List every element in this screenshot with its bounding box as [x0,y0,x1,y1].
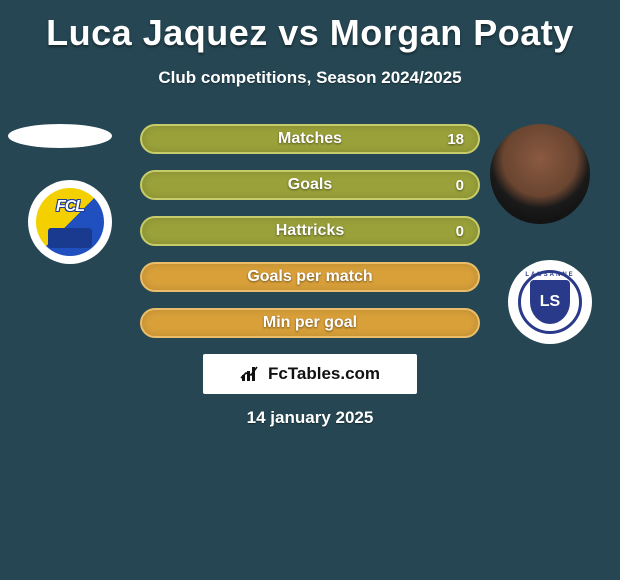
stat-label: Matches [278,130,342,148]
fcl-badge-icon: FCL [36,188,104,256]
watermark-box: FcTables.com [203,354,417,394]
stat-label: Min per goal [263,314,357,332]
stat-value-right: 0 [456,177,464,194]
page-subtitle: Club competitions, Season 2024/2025 [0,68,620,88]
watermark-text: FcTables.com [268,364,380,384]
stat-row-hattricks: Hattricks 0 [140,216,480,246]
stat-label: Goals per match [247,268,372,286]
page-title: Luca Jaquez vs Morgan Poaty [0,0,620,54]
ls-badge-arc-text: LAUSANNE [525,272,574,278]
ls-badge-text: LS [530,280,570,324]
player-left-photo [8,124,112,148]
stat-label: Goals [288,176,332,194]
stat-row-matches: Matches 18 [140,124,480,154]
player-right-photo [490,124,590,224]
ls-badge-icon: LAUSANNE LS [518,270,582,334]
stat-value-right: 18 [447,131,464,148]
fcl-badge-text: FCL [56,198,84,216]
stats-container: Matches 18 Goals 0 Hattricks 0 Goals per… [140,124,480,354]
bar-chart-icon [240,365,262,383]
stat-value-right: 0 [456,223,464,240]
stat-row-goals: Goals 0 [140,170,480,200]
club-right-badge: LAUSANNE LS [508,260,592,344]
stat-row-goals-per-match: Goals per match [140,262,480,292]
club-left-badge: FCL [28,180,112,264]
stat-row-min-per-goal: Min per goal [140,308,480,338]
date-text: 14 january 2025 [0,408,620,428]
stat-label: Hattricks [276,222,344,240]
